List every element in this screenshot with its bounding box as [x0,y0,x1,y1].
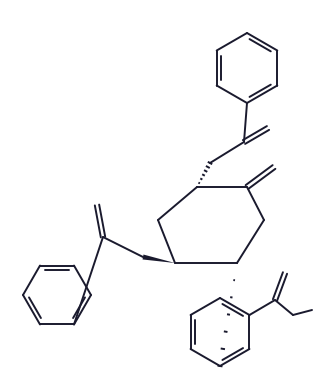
Polygon shape [143,254,175,263]
